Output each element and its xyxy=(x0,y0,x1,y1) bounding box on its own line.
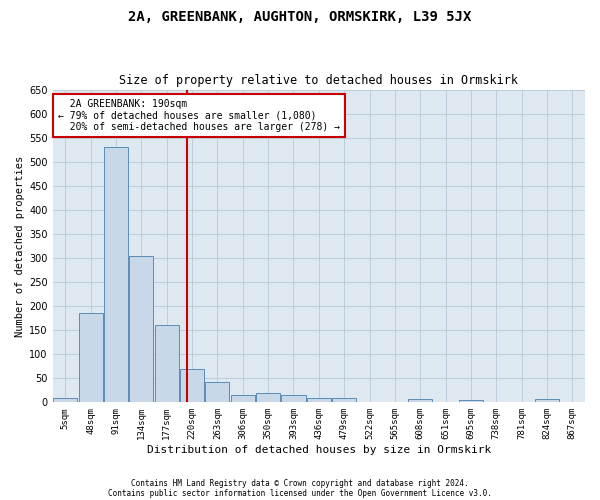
Bar xyxy=(535,400,559,402)
Text: 2A, GREENBANK, AUGHTON, ORMSKIRK, L39 5JX: 2A, GREENBANK, AUGHTON, ORMSKIRK, L39 5J… xyxy=(128,10,472,24)
Bar xyxy=(307,398,331,402)
Text: Contains public sector information licensed under the Open Government Licence v3: Contains public sector information licen… xyxy=(108,488,492,498)
Bar xyxy=(53,398,77,402)
Bar xyxy=(180,368,204,402)
Bar xyxy=(281,395,305,402)
Bar xyxy=(155,326,179,402)
Y-axis label: Number of detached properties: Number of detached properties xyxy=(15,156,25,336)
Bar xyxy=(459,400,483,402)
Bar xyxy=(231,395,255,402)
X-axis label: Distribution of detached houses by size in Ormskirk: Distribution of detached houses by size … xyxy=(147,445,491,455)
Bar xyxy=(205,382,229,402)
Bar xyxy=(104,148,128,402)
Bar xyxy=(79,314,103,402)
Text: 2A GREENBANK: 190sqm
← 79% of detached houses are smaller (1,080)
  20% of semi-: 2A GREENBANK: 190sqm ← 79% of detached h… xyxy=(58,99,340,132)
Bar xyxy=(130,256,154,402)
Bar xyxy=(332,398,356,402)
Text: Contains HM Land Registry data © Crown copyright and database right 2024.: Contains HM Land Registry data © Crown c… xyxy=(131,478,469,488)
Title: Size of property relative to detached houses in Ormskirk: Size of property relative to detached ho… xyxy=(119,74,518,87)
Bar xyxy=(256,392,280,402)
Bar xyxy=(408,399,432,402)
